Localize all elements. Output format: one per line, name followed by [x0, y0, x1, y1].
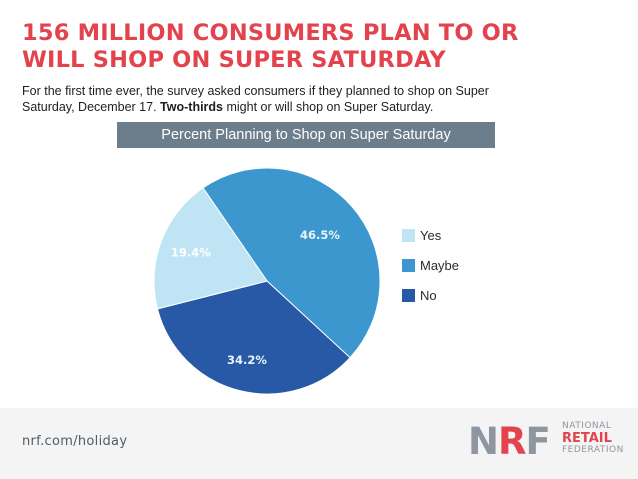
legend-label-no: No: [420, 288, 437, 303]
logo-line-national: NATIONAL: [562, 421, 612, 431]
data-label-maybe: 46.5%: [300, 228, 340, 242]
logo-letter-n: N: [468, 420, 499, 463]
logo-line-retail: RETAIL: [562, 431, 612, 446]
legend-swatch-yes: [402, 229, 415, 242]
nrf-logo[interactable]: NRF NATIONAL RETAIL FEDERATION: [468, 418, 623, 466]
nrf-logo-letters: NRF: [468, 420, 551, 463]
headline: 156 MILLION CONSUMERS PLAN TO OR WILL SH…: [22, 20, 519, 74]
headline-line-1: 156 MILLION CONSUMERS PLAN TO OR: [22, 20, 519, 46]
nrf-logo-text: NATIONAL RETAIL FEDERATION: [562, 422, 624, 455]
chart-title: Percent Planning to Shop on Super Saturd…: [117, 122, 495, 148]
pie-slice-maybe: [202, 167, 381, 359]
logo-line-federation: FEDERATION: [562, 445, 624, 455]
logo-letter-f: F: [525, 420, 550, 463]
data-label-no: 34.2%: [227, 353, 267, 367]
subtitle-text: For the first time ever, the survey aske…: [22, 84, 489, 114]
pie-slice-yes: [153, 187, 268, 310]
subtitle-emphasis: Two-thirds: [160, 100, 223, 114]
subtitle-text-after: might or will shop on Super Saturday.: [226, 100, 434, 114]
legend-label-maybe: Maybe: [420, 258, 459, 273]
footer-band: [0, 408, 638, 479]
pie-slice-no: [156, 280, 351, 395]
data-label-yes: 19.4%: [171, 245, 211, 259]
legend-swatch-no: [402, 289, 415, 302]
headline-line-2: WILL SHOP ON SUPER SATURDAY: [22, 47, 446, 73]
legend-label-yes: Yes: [420, 228, 442, 243]
footer-url[interactable]: nrf.com/holiday: [22, 434, 128, 449]
logo-letter-r: R: [497, 420, 526, 463]
subtitle: For the first time ever, the survey aske…: [22, 83, 542, 115]
legend-swatch-maybe: [402, 259, 415, 272]
